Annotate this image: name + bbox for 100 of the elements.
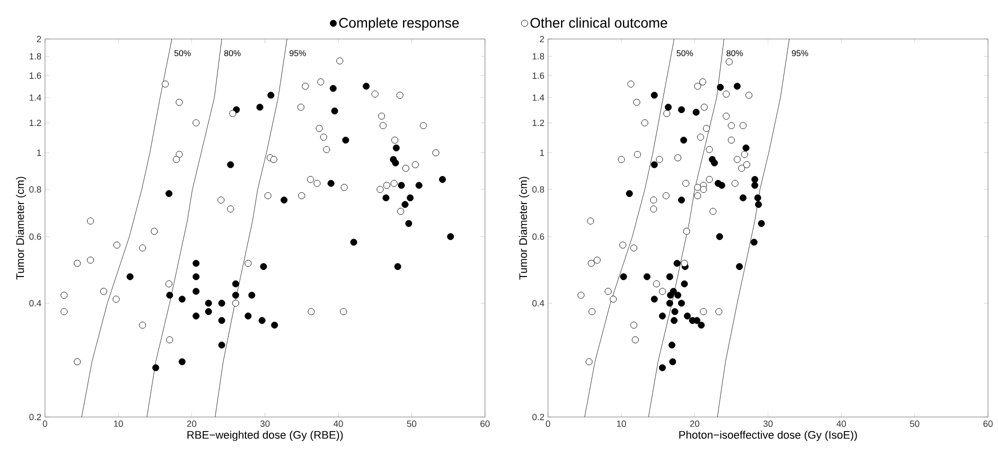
point (656, 156, 663, 163)
point (267, 92, 274, 99)
point (682, 180, 690, 187)
point (722, 112, 730, 120)
point (618, 156, 625, 163)
point (711, 159, 718, 166)
point (700, 104, 708, 111)
point (754, 194, 762, 202)
point (87, 218, 94, 224)
point (671, 308, 678, 316)
point (650, 296, 658, 303)
y-tick-label: 1.6 (30, 72, 42, 79)
point (172, 156, 180, 163)
point (736, 263, 743, 270)
point (650, 196, 658, 204)
point (307, 176, 314, 183)
point (674, 292, 682, 299)
point (391, 136, 398, 144)
point (232, 280, 240, 288)
point (663, 110, 670, 117)
series-label: 50% (676, 50, 693, 56)
point (619, 242, 626, 249)
point (755, 201, 762, 208)
point (745, 92, 752, 99)
y-axis-title: Tumor Diameter (cm) (518, 176, 530, 280)
point (113, 242, 120, 249)
x-tick-label: 40 (334, 420, 343, 427)
y-tick-label: 0.6 (532, 233, 544, 240)
point (412, 161, 419, 168)
point (751, 176, 758, 183)
series-label: 95% (290, 50, 306, 56)
point (698, 322, 705, 329)
point (405, 220, 412, 227)
y-tick-label: 1.8 (532, 53, 544, 60)
point (297, 104, 304, 111)
point (684, 312, 691, 320)
point (264, 192, 272, 200)
point (706, 146, 713, 153)
point (662, 192, 670, 200)
point (340, 308, 347, 316)
point (232, 292, 240, 299)
point (627, 80, 634, 88)
point (633, 98, 640, 106)
line-series (146, 38, 222, 418)
point (328, 180, 334, 187)
point (298, 192, 306, 200)
x-tick-label: 10 (114, 420, 123, 427)
point (87, 256, 94, 264)
y-tick-label: 1.4 (532, 94, 544, 101)
point (588, 308, 596, 316)
point (150, 228, 158, 235)
y-tick-label: 0.6 (29, 233, 42, 240)
point (653, 280, 660, 288)
series-label: 80% (726, 50, 743, 56)
point (396, 92, 404, 99)
point (650, 92, 658, 99)
point (178, 358, 186, 366)
point (666, 273, 674, 280)
point (192, 260, 200, 267)
point (258, 317, 266, 324)
y-axis-title: Tumor Diameter (cm) (16, 176, 26, 280)
point (152, 364, 160, 372)
point (139, 322, 146, 329)
legend-label: Other clinical outcome (530, 18, 668, 28)
y-tick-label: 1 (37, 150, 42, 156)
point (402, 164, 410, 172)
point (394, 263, 402, 270)
point (644, 273, 650, 280)
point (314, 180, 321, 187)
point (166, 292, 174, 299)
line-series (717, 38, 790, 418)
point (192, 312, 200, 320)
point (342, 136, 350, 144)
point (229, 110, 236, 117)
x-tick-label: 20 (690, 420, 700, 427)
point (718, 182, 726, 189)
point (658, 312, 666, 320)
point (634, 150, 641, 158)
point (728, 136, 735, 144)
point (447, 233, 454, 240)
point (664, 104, 672, 111)
point (743, 161, 750, 168)
point (594, 256, 601, 264)
point (270, 156, 278, 163)
point (176, 150, 183, 158)
point (248, 292, 256, 299)
point (668, 342, 676, 349)
point (227, 161, 234, 168)
point (316, 124, 323, 132)
line-series (648, 38, 724, 418)
point (578, 292, 584, 299)
point (666, 300, 674, 307)
point (692, 108, 700, 116)
point (604, 288, 612, 295)
y-tick-label: 0.2 (29, 414, 42, 420)
x-tick-label: 30 (763, 420, 773, 427)
point (674, 154, 682, 162)
x-tick-label: 30 (260, 420, 270, 427)
point (715, 308, 722, 316)
point (227, 206, 234, 212)
